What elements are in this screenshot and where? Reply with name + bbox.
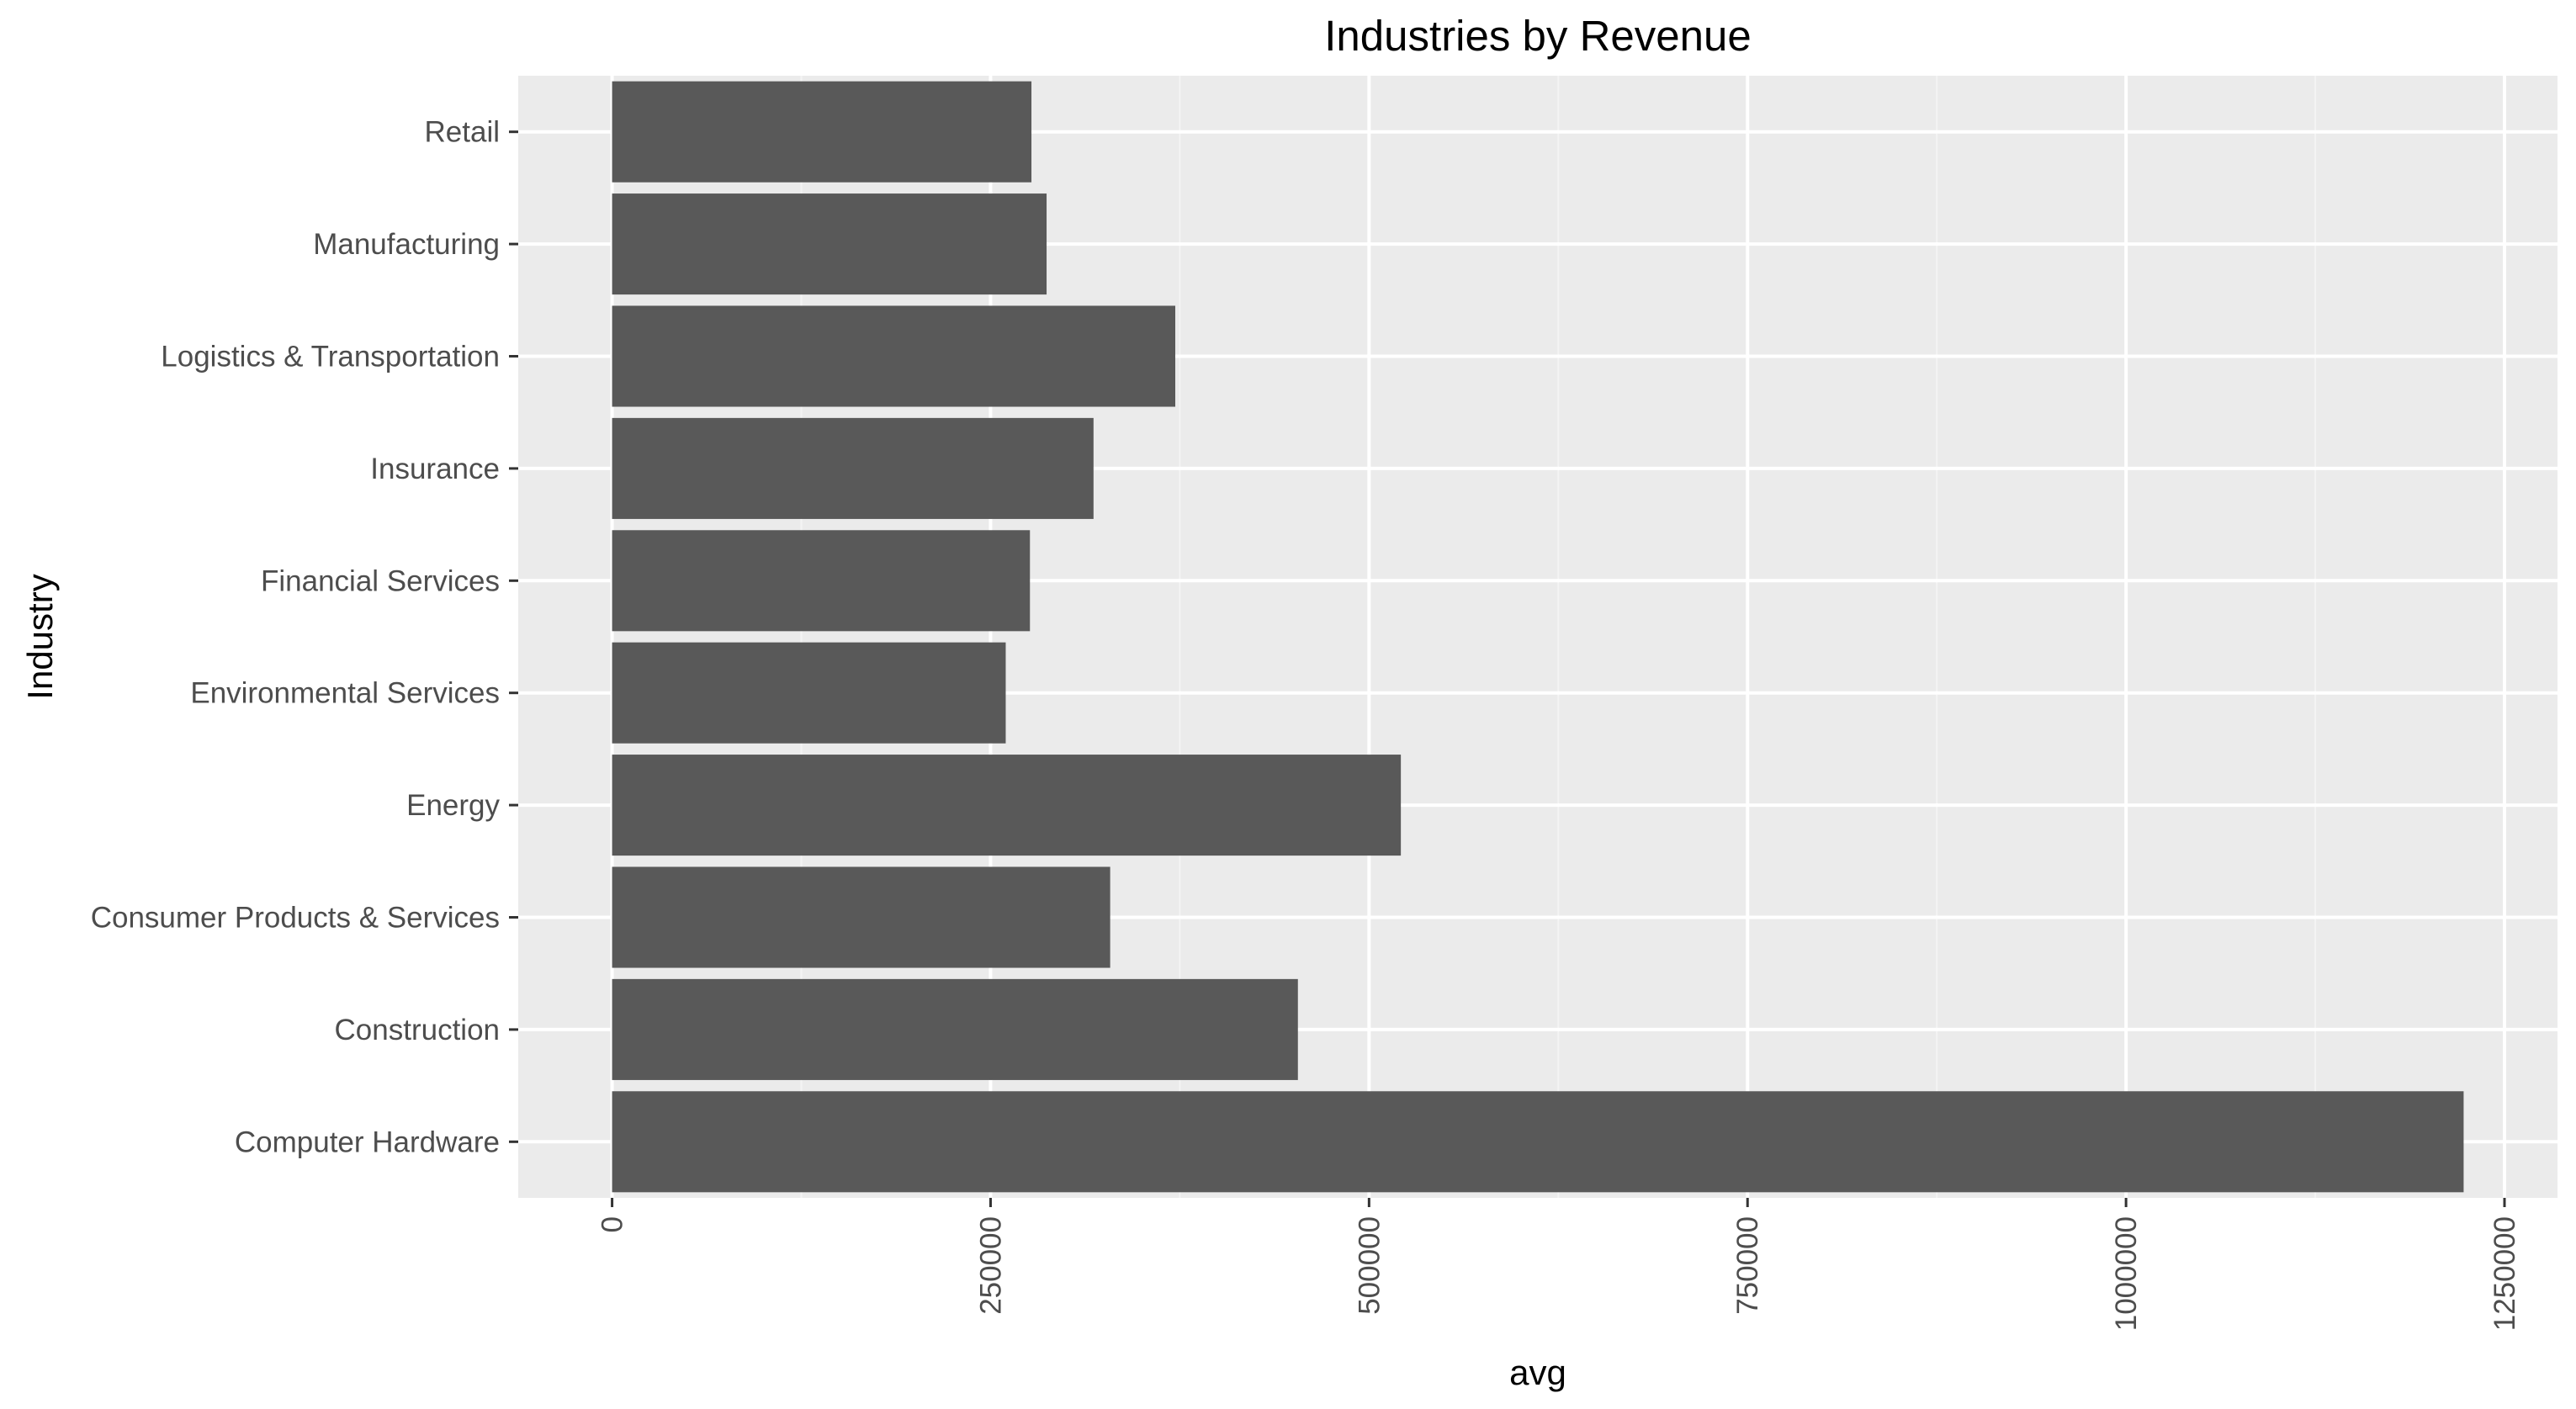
x-tick-label: 1000000 bbox=[2110, 1216, 2143, 1331]
chart-title: Industries by Revenue bbox=[1324, 12, 1751, 60]
bars bbox=[612, 81, 2464, 1193]
y-axis: Computer Hardware Construction Consumer Pr… bbox=[91, 116, 518, 1158]
bar bbox=[612, 978, 1298, 1080]
x-tick-label: 0 bbox=[596, 1216, 629, 1232]
bar bbox=[612, 1091, 2464, 1193]
x-axis: 0 250000 500000 750000 1000000 1250000 bbox=[596, 1198, 2521, 1331]
x-tick-label: 250000 bbox=[974, 1216, 1007, 1315]
bar bbox=[612, 866, 1110, 968]
y-tick-label: Environmental Services bbox=[190, 677, 500, 710]
y-tick-label: Manufacturing bbox=[313, 228, 500, 261]
x-axis-title: avg bbox=[1509, 1353, 1566, 1392]
y-tick-label: Energy bbox=[406, 789, 500, 822]
x-tick-label: 500000 bbox=[1353, 1216, 1386, 1315]
bar bbox=[612, 642, 1006, 744]
x-tick-label: 750000 bbox=[1731, 1216, 1764, 1315]
bar bbox=[612, 305, 1176, 407]
bar bbox=[612, 417, 1094, 519]
grid-lines bbox=[518, 76, 2557, 1198]
x-tick-label: 1250000 bbox=[2489, 1216, 2521, 1331]
y-tick-label: Construction bbox=[335, 1014, 500, 1046]
y-tick-label: Computer Hardware bbox=[235, 1126, 500, 1158]
y-tick-label: Insurance bbox=[370, 453, 500, 485]
bar bbox=[612, 193, 1047, 295]
y-tick-label: Retail bbox=[425, 116, 500, 149]
y-tick-label: Logistics & Transportation bbox=[161, 341, 500, 373]
y-tick-label: Financial Services bbox=[261, 564, 500, 597]
y-tick-label: Consumer Products & Services bbox=[91, 902, 500, 935]
bar bbox=[612, 81, 1032, 183]
bar bbox=[612, 755, 1402, 856]
y-axis-title: Industry bbox=[20, 574, 60, 699]
bar bbox=[612, 530, 1031, 632]
